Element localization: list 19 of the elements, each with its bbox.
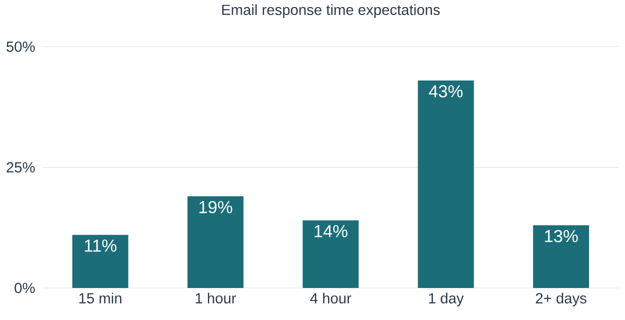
y-tick-label: 25% [6,162,35,173]
bar [187,196,244,288]
y-tick-label: 0% [14,282,35,294]
data-label: 43% [428,85,463,98]
x-tick-label: 15 min [79,292,122,304]
y-tick-label: 50% [6,41,35,52]
bar [72,234,128,288]
x-tick-label: 4 hour [310,292,352,304]
bar [533,225,590,288]
data-label: 14% [314,225,348,238]
x-tick-label: 1 day [429,292,464,306]
data-label: 13% [545,230,578,242]
x-tick-label: 1 hour [196,292,236,304]
x-tick-label: 2+ days [536,292,586,306]
bar [302,220,359,288]
data-label: 19% [199,200,232,214]
bar [418,80,474,288]
data-label: 11% [84,240,116,252]
chart-title: Email response time expectations [222,4,440,18]
